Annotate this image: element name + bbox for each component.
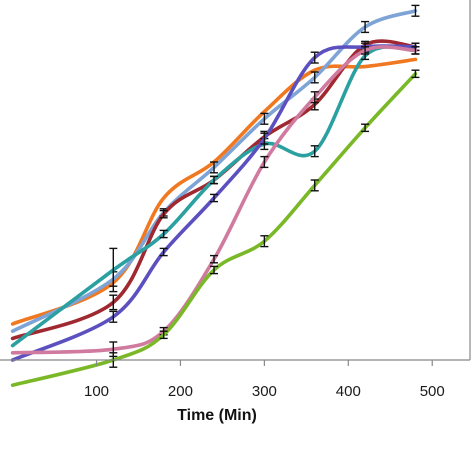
- error-bar: [210, 254, 219, 264]
- x-tick-label: 400: [336, 383, 361, 400]
- x-tick-label: 300: [252, 383, 277, 400]
- error-bar: [361, 46, 370, 55]
- error-bar: [411, 46, 420, 55]
- error-bar: [260, 132, 269, 145]
- error-bar: [109, 294, 118, 311]
- error-bar: [411, 4, 420, 17]
- error-bar: [310, 179, 319, 192]
- x-axis-title: Time (Min): [177, 407, 257, 424]
- error-bar: [210, 265, 219, 275]
- error-bar: [361, 123, 370, 133]
- error-bar: [210, 193, 219, 203]
- error-bar: [210, 161, 219, 174]
- error-bar: [411, 69, 420, 79]
- series-line: [10, 39, 418, 341]
- series-line: [10, 57, 418, 326]
- error-bar: [210, 175, 219, 185]
- error-bar: [109, 247, 118, 293]
- x-axis-ticks: 100 200 300 400 500: [84, 360, 445, 400]
- series-line: [10, 44, 418, 362]
- series-6: [10, 45, 420, 358]
- error-bar: [260, 112, 269, 125]
- x-tick-label: 500: [420, 383, 445, 400]
- error-bar: [310, 71, 319, 84]
- error-bar: [310, 51, 319, 64]
- error-bar: [159, 229, 168, 239]
- series-5: [10, 42, 420, 362]
- series-3: [10, 39, 420, 341]
- error-bar: [310, 145, 319, 158]
- error-bar: [109, 310, 118, 323]
- error-bar: [260, 235, 269, 248]
- error-bar: [159, 209, 168, 219]
- error-bar: [159, 330, 168, 340]
- x-tick-label: 200: [168, 383, 193, 400]
- error-bar: [159, 247, 168, 257]
- error-bar: [361, 20, 370, 34]
- plot-area: [10, 4, 420, 387]
- error-bar: [260, 155, 269, 169]
- series-1: [10, 57, 418, 326]
- x-tick-label: 100: [84, 383, 109, 400]
- error-bar: [310, 91, 319, 104]
